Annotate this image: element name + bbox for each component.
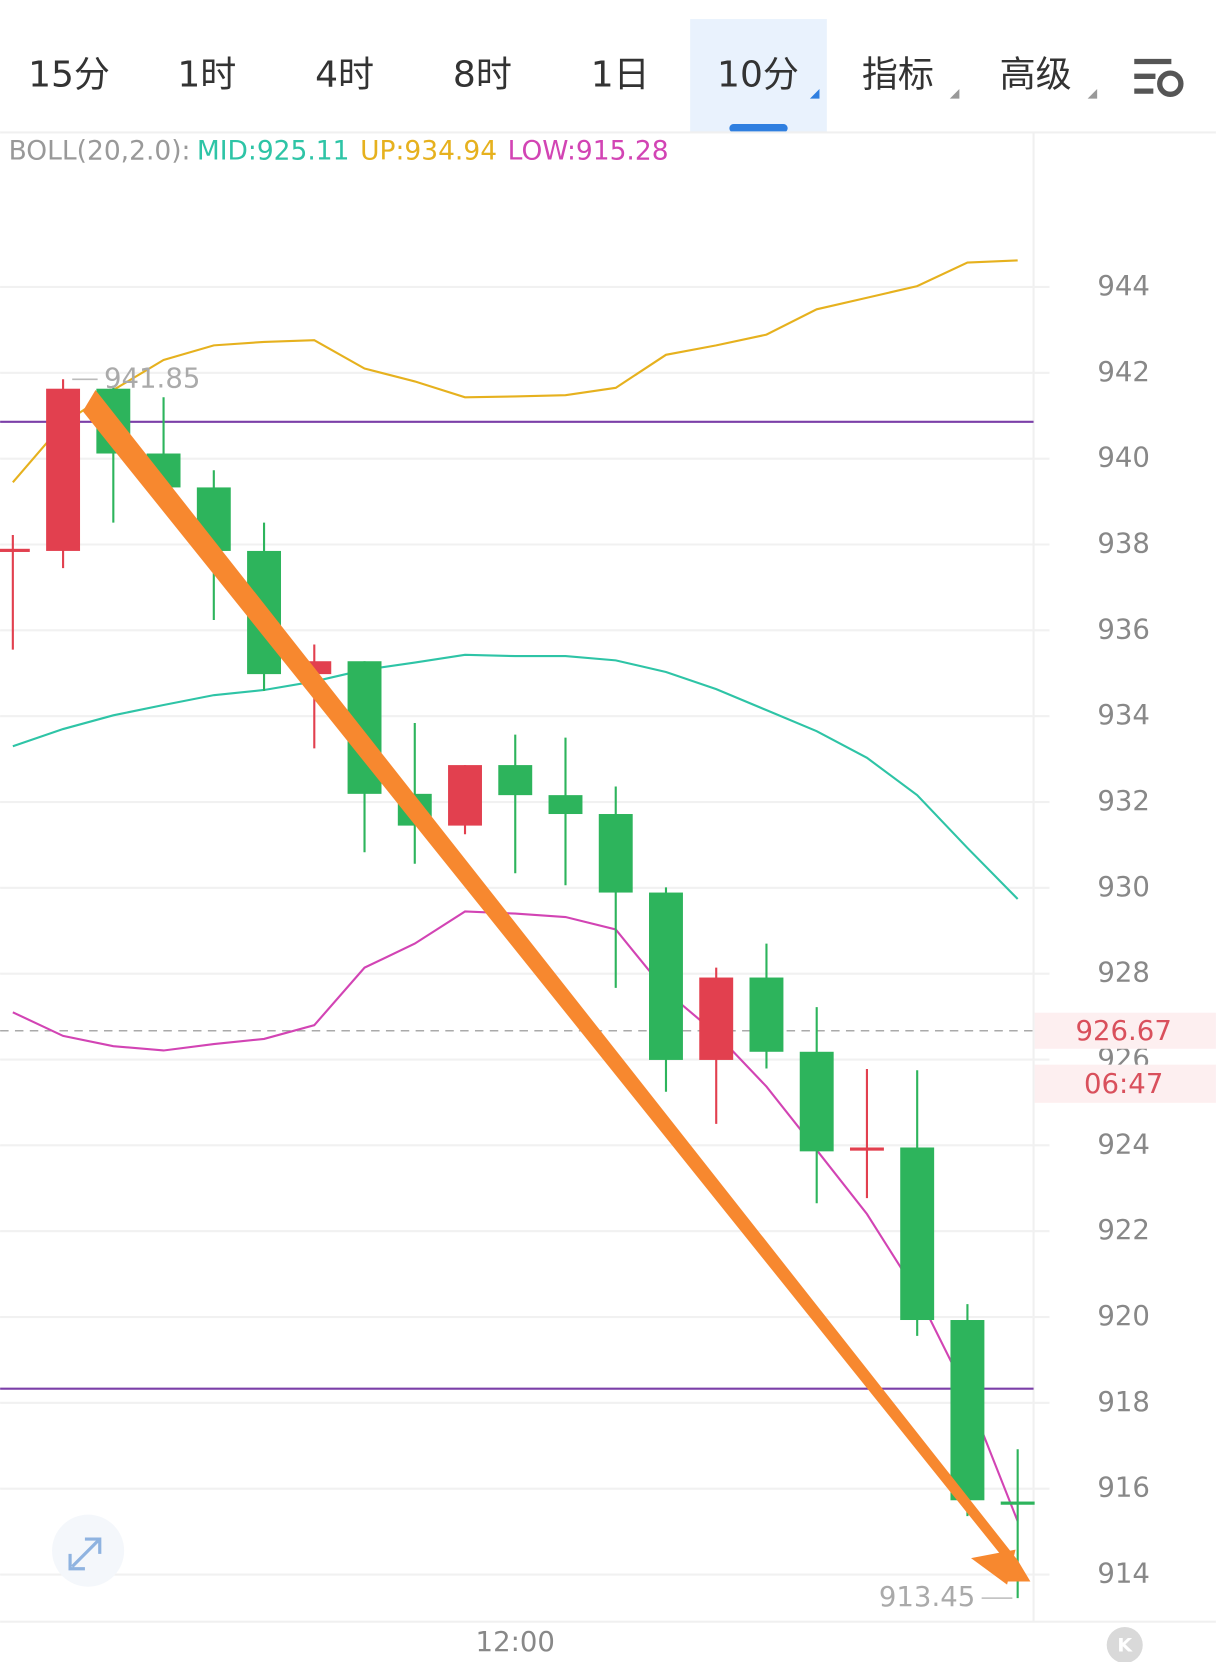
boll-line: [12, 910, 1019, 1522]
legend-value: 925.11: [257, 135, 350, 166]
y-tick-label: 914: [1097, 1558, 1150, 1590]
y-tick-label: 924: [1097, 1128, 1150, 1160]
candle-body: [699, 977, 734, 1060]
boll-line: [12, 653, 1019, 900]
y-tick-label: 930: [1097, 871, 1150, 903]
min-marker: 913.45: [879, 1581, 975, 1613]
y-tick-label: 932: [1097, 785, 1150, 817]
legend-name: MID:: [197, 135, 257, 166]
grid: 9149169189209229249269289309329349369389…: [0, 270, 1150, 1658]
y-tick-label: 936: [1097, 613, 1150, 645]
tab-caret: [809, 89, 820, 99]
tab[interactable]: 指标: [862, 54, 934, 95]
y-tick-label: 918: [1097, 1386, 1150, 1418]
countdown: 06:47: [1084, 1068, 1163, 1100]
candle-body: [799, 1051, 834, 1152]
trend-arrow-body: [82, 390, 1031, 1582]
candle-body: [448, 765, 482, 826]
indicator-legend: BOLL(20,2.0): MID:925.11 UP:934.94 LOW:915.…: [9, 135, 669, 166]
expand-arrows: [68, 1537, 102, 1571]
y-tick-label: 934: [1097, 699, 1150, 731]
settings-gear: [1157, 70, 1184, 97]
active-tab-underline: [729, 124, 788, 133]
y-tick-label: 938: [1097, 527, 1150, 559]
y-tick-label: 942: [1097, 356, 1150, 388]
y-tick-label: 940: [1097, 442, 1150, 474]
active-tab-bg: [690, 19, 827, 133]
price-tag-bg: [1034, 1012, 1216, 1049]
badge-bg: [1106, 1627, 1143, 1664]
countdown-bg: [1034, 1064, 1216, 1103]
x-tick-label: 12:00: [476, 1626, 555, 1658]
candle-body: [1000, 1501, 1035, 1505]
candle-body: [900, 1147, 935, 1321]
tab[interactable]: 1时: [177, 54, 236, 95]
badge: K: [1117, 1635, 1133, 1657]
overlay: 926.67 06:47 941.85 913.45: [0, 259, 1216, 1613]
settings-icon[interactable]: [1134, 58, 1184, 97]
expand-icon[interactable]: [52, 1514, 125, 1587]
candle-body: [46, 388, 81, 551]
tab[interactable]: 10分: [717, 54, 799, 95]
legend-name: LOW:: [508, 135, 576, 166]
trend-arrow-head: [971, 1549, 1016, 1585]
candle-body: [0, 548, 30, 552]
candle-body: [950, 1320, 985, 1501]
legend-value: 934.94: [404, 135, 497, 166]
y-tick-label: 916: [1097, 1472, 1150, 1504]
tabs: 15分 1时 4时 8时 1日 10分 指标 高级: [28, 54, 1098, 99]
candle-body: [498, 765, 533, 796]
candle-body: [598, 814, 633, 893]
max-marker: 941.85: [104, 362, 200, 394]
candle-body: [548, 795, 583, 815]
tab[interactable]: 高级: [1000, 54, 1072, 95]
y-tick-label: 944: [1097, 270, 1150, 302]
legend-value: 915.28: [576, 135, 669, 166]
y-tick-label: 920: [1097, 1300, 1150, 1332]
current-price-label: 926.67: [1075, 1015, 1171, 1047]
indicator-name: BOLL(20,2.0):: [9, 135, 191, 166]
candle-body: [749, 977, 784, 1052]
legend-name: UP:: [360, 135, 404, 166]
tab[interactable]: 15分: [28, 54, 110, 95]
tab[interactable]: 1日: [591, 54, 650, 95]
tab[interactable]: 4时: [315, 54, 374, 95]
tab-caret: [949, 89, 960, 99]
tab-caret: [1087, 89, 1098, 99]
boll-line: [12, 259, 1018, 483]
tab[interactable]: 8时: [453, 54, 512, 95]
y-tick-label: 922: [1097, 1214, 1150, 1246]
y-tick-label: 928: [1097, 957, 1150, 989]
candle-body: [849, 1147, 884, 1151]
candle-body: [649, 892, 683, 1060]
